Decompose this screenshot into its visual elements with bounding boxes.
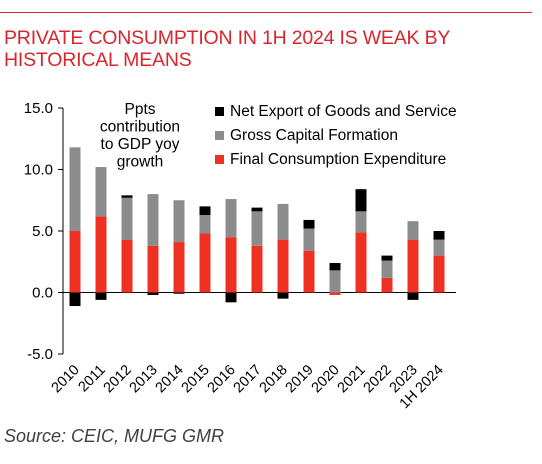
x-tick-label: 2017 [231, 362, 265, 396]
legend-label: Gross Capital Formation [230, 127, 398, 144]
bar-net-export-of-goods-and-service [95, 292, 107, 300]
x-tick-label: 2012 [101, 362, 135, 396]
x-tick-label: 2021 [335, 362, 369, 396]
bar-final-consumption-expenditure [225, 237, 237, 293]
y-tick-label: 10.0 [24, 162, 53, 179]
x-tick-label: 2016 [205, 362, 239, 396]
bar-gross-capital-formation [407, 221, 419, 240]
bar-net-export-of-goods-and-service [303, 219, 315, 229]
bar-net-export-of-goods-and-service [147, 292, 159, 295]
bar-gross-capital-formation [355, 211, 367, 233]
bar-net-export-of-goods-and-service [355, 189, 367, 212]
x-tick-label: 2011 [75, 362, 108, 395]
legend-swatch [215, 131, 224, 140]
x-tick-label: 2013 [127, 362, 161, 396]
x-tick-label: 2020 [309, 362, 343, 396]
bar-final-consumption-expenditure [303, 250, 315, 293]
chart-title-line2: HISTORICAL MEANS [4, 49, 192, 71]
bar-gross-capital-formation [95, 167, 107, 217]
bar-net-export-of-goods-and-service [329, 262, 341, 271]
bar-net-export-of-goods-and-service [277, 292, 289, 299]
bar-final-consumption-expenditure [147, 245, 159, 293]
bar-final-consumption-expenditure [355, 232, 367, 293]
legend-label: Net Export of Goods and Service [230, 103, 457, 120]
bar-net-export-of-goods-and-service [121, 195, 133, 198]
y-tick-label: 0.0 [32, 285, 53, 302]
x-tick-label: 2010 [49, 362, 83, 396]
bar-net-export-of-goods-and-service [407, 292, 419, 300]
bar-net-export-of-goods-and-service [433, 231, 445, 240]
y-tick-label: -5.0 [27, 346, 53, 363]
x-tick-label: 2018 [257, 362, 291, 396]
bar-gross-capital-formation [225, 199, 237, 238]
bar-gross-capital-formation [251, 211, 263, 246]
source-note: Source: CEIC, MUFG GMR [4, 426, 225, 446]
bar-final-consumption-expenditure [433, 255, 445, 293]
bar-gross-capital-formation [381, 260, 393, 278]
legend-swatch [215, 155, 224, 164]
bar-final-consumption-expenditure [381, 277, 393, 293]
x-tick-label: 2022 [361, 362, 395, 396]
bar-gross-capital-formation [329, 270, 341, 293]
bar-net-export-of-goods-and-service [173, 292, 185, 294]
y-tick-label: 5.0 [32, 223, 53, 240]
bar-gross-capital-formation [199, 215, 211, 234]
bar-final-consumption-expenditure [121, 239, 133, 293]
chart-annotation-line: contribution [100, 119, 180, 136]
bar-net-export-of-goods-and-service [225, 292, 237, 303]
bar-gross-capital-formation [147, 194, 159, 246]
chart-annotation-line: growth [117, 154, 164, 171]
bar-final-consumption-expenditure [329, 292, 341, 295]
bar-final-consumption-expenditure [251, 245, 263, 293]
chart-title-line1: PRIVATE CONSUMPTION IN 1H 2024 IS WEAK B… [4, 27, 451, 49]
bar-final-consumption-expenditure [95, 216, 107, 293]
bar-final-consumption-expenditure [407, 239, 419, 293]
legend-label: Final Consumption Expenditure [230, 151, 446, 168]
bar-gross-capital-formation [303, 228, 315, 251]
chart-title: PRIVATE CONSUMPTION IN 1H 2024 IS WEAK B… [4, 27, 524, 71]
y-tick-label: 15.0 [24, 100, 53, 117]
bar-gross-capital-formation [173, 200, 185, 243]
top-rule [0, 12, 532, 13]
x-tick-label: 2015 [179, 362, 213, 396]
bar-final-consumption-expenditure [173, 242, 185, 293]
bar-gross-capital-formation [121, 197, 133, 240]
bar-final-consumption-expenditure [277, 239, 289, 293]
x-tick-label: 2014 [153, 362, 187, 396]
bar-gross-capital-formation [69, 147, 81, 231]
bar-net-export-of-goods-and-service [199, 206, 211, 216]
bar-gross-capital-formation [433, 239, 445, 256]
bar-net-export-of-goods-and-service [69, 292, 81, 307]
legend-swatch [215, 107, 224, 116]
bar-final-consumption-expenditure [199, 233, 211, 293]
bar-net-export-of-goods-and-service [251, 207, 263, 212]
x-tick-label: 2019 [283, 362, 317, 396]
bar-final-consumption-expenditure [69, 231, 81, 293]
bar-net-export-of-goods-and-service [381, 255, 393, 261]
chart-annotation-line: Ppts [124, 101, 155, 118]
bar-gross-capital-formation [277, 203, 289, 240]
chart-annotation-line: to GDP yoy [101, 136, 180, 153]
